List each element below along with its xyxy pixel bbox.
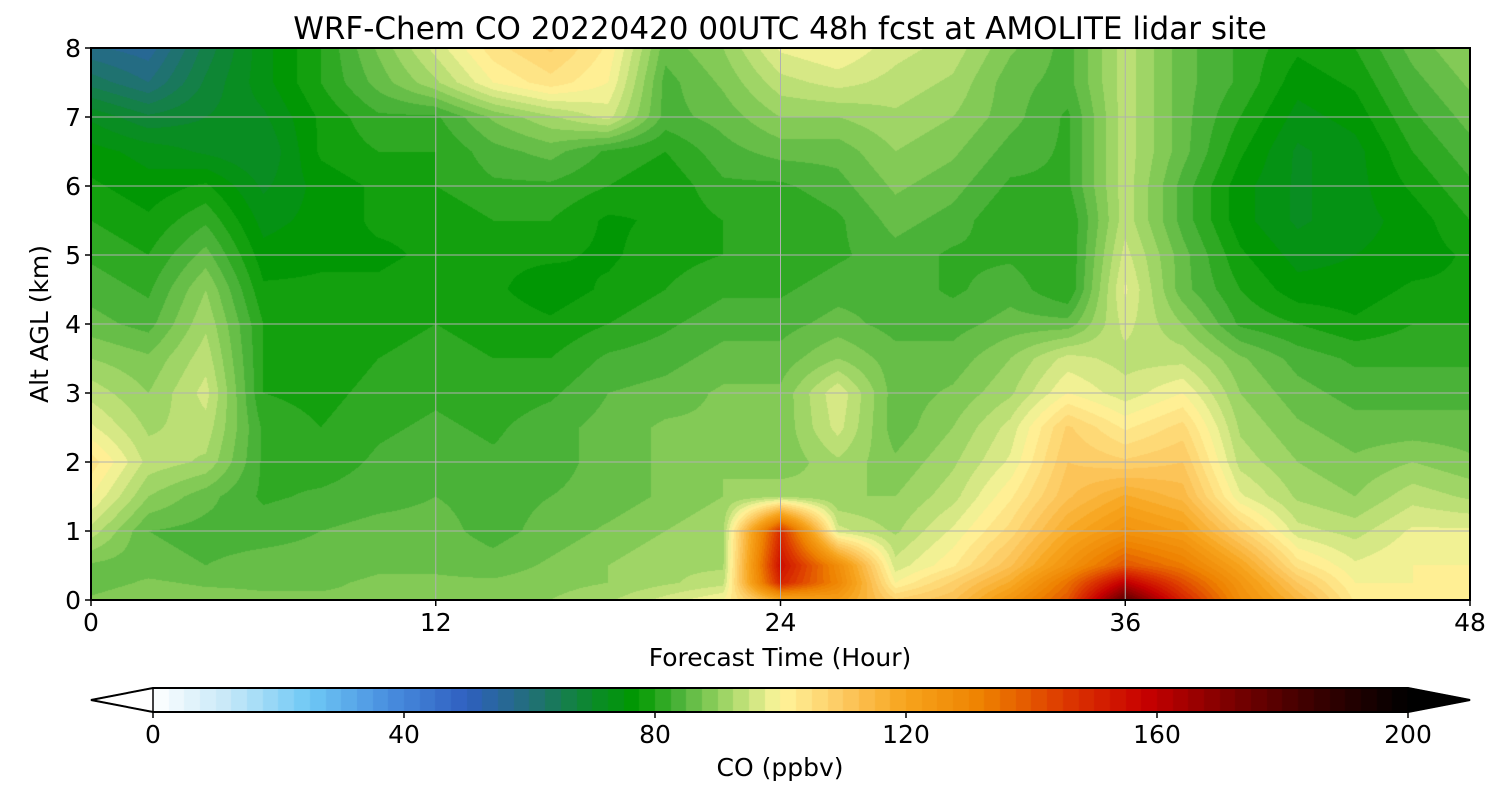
x-tick-label: 12 [420, 608, 452, 637]
colorbar-extend-high [1407, 687, 1471, 713]
y-axis-label: Alt AGL (km) [25, 245, 54, 403]
colorbar-extend-low [90, 687, 154, 713]
y-tick-label: 5 [65, 241, 81, 270]
y-axis: 0 1 2 3 4 5 6 7 8 [65, 34, 91, 615]
colorbar: 0 40 80 120 160 200 CO (ppbv) [90, 687, 1471, 782]
y-tick-label: 8 [65, 34, 81, 63]
colorbar-label: CO (ppbv) [717, 753, 844, 782]
x-tick-label: 36 [1109, 608, 1141, 637]
x-tick-label: 48 [1454, 608, 1486, 637]
colorbar-tick-label: 0 [145, 720, 161, 749]
colorbar-tick-label: 40 [388, 720, 420, 749]
y-tick-label: 7 [65, 103, 81, 132]
y-tick-label: 1 [65, 517, 81, 546]
y-tick-label: 2 [65, 448, 81, 477]
colorbar-gradient [153, 688, 1408, 712]
chart-title: WRF-Chem CO 20220420 00UTC 48h fcst at A… [293, 11, 1267, 47]
colorbar-tick-label: 160 [1133, 720, 1181, 749]
colorbar-ticks: 0 40 80 120 160 200 [145, 712, 1432, 749]
colorbar-tick-label: 120 [882, 720, 930, 749]
y-tick-label: 0 [65, 586, 81, 615]
colorbar-tick-label: 200 [1384, 720, 1432, 749]
y-tick-label: 4 [65, 310, 81, 339]
colorbar-tick-label: 80 [639, 720, 671, 749]
y-tick-label: 3 [65, 379, 81, 408]
x-tick-label: 24 [765, 608, 797, 637]
y-tick-label: 6 [65, 172, 81, 201]
gridlines [91, 48, 1470, 600]
plot-area [90, 47, 1471, 601]
x-tick-label: 0 [83, 608, 99, 637]
x-axis: 0 12 24 36 48 [83, 600, 1486, 637]
x-axis-label: Forecast Time (Hour) [649, 643, 912, 672]
